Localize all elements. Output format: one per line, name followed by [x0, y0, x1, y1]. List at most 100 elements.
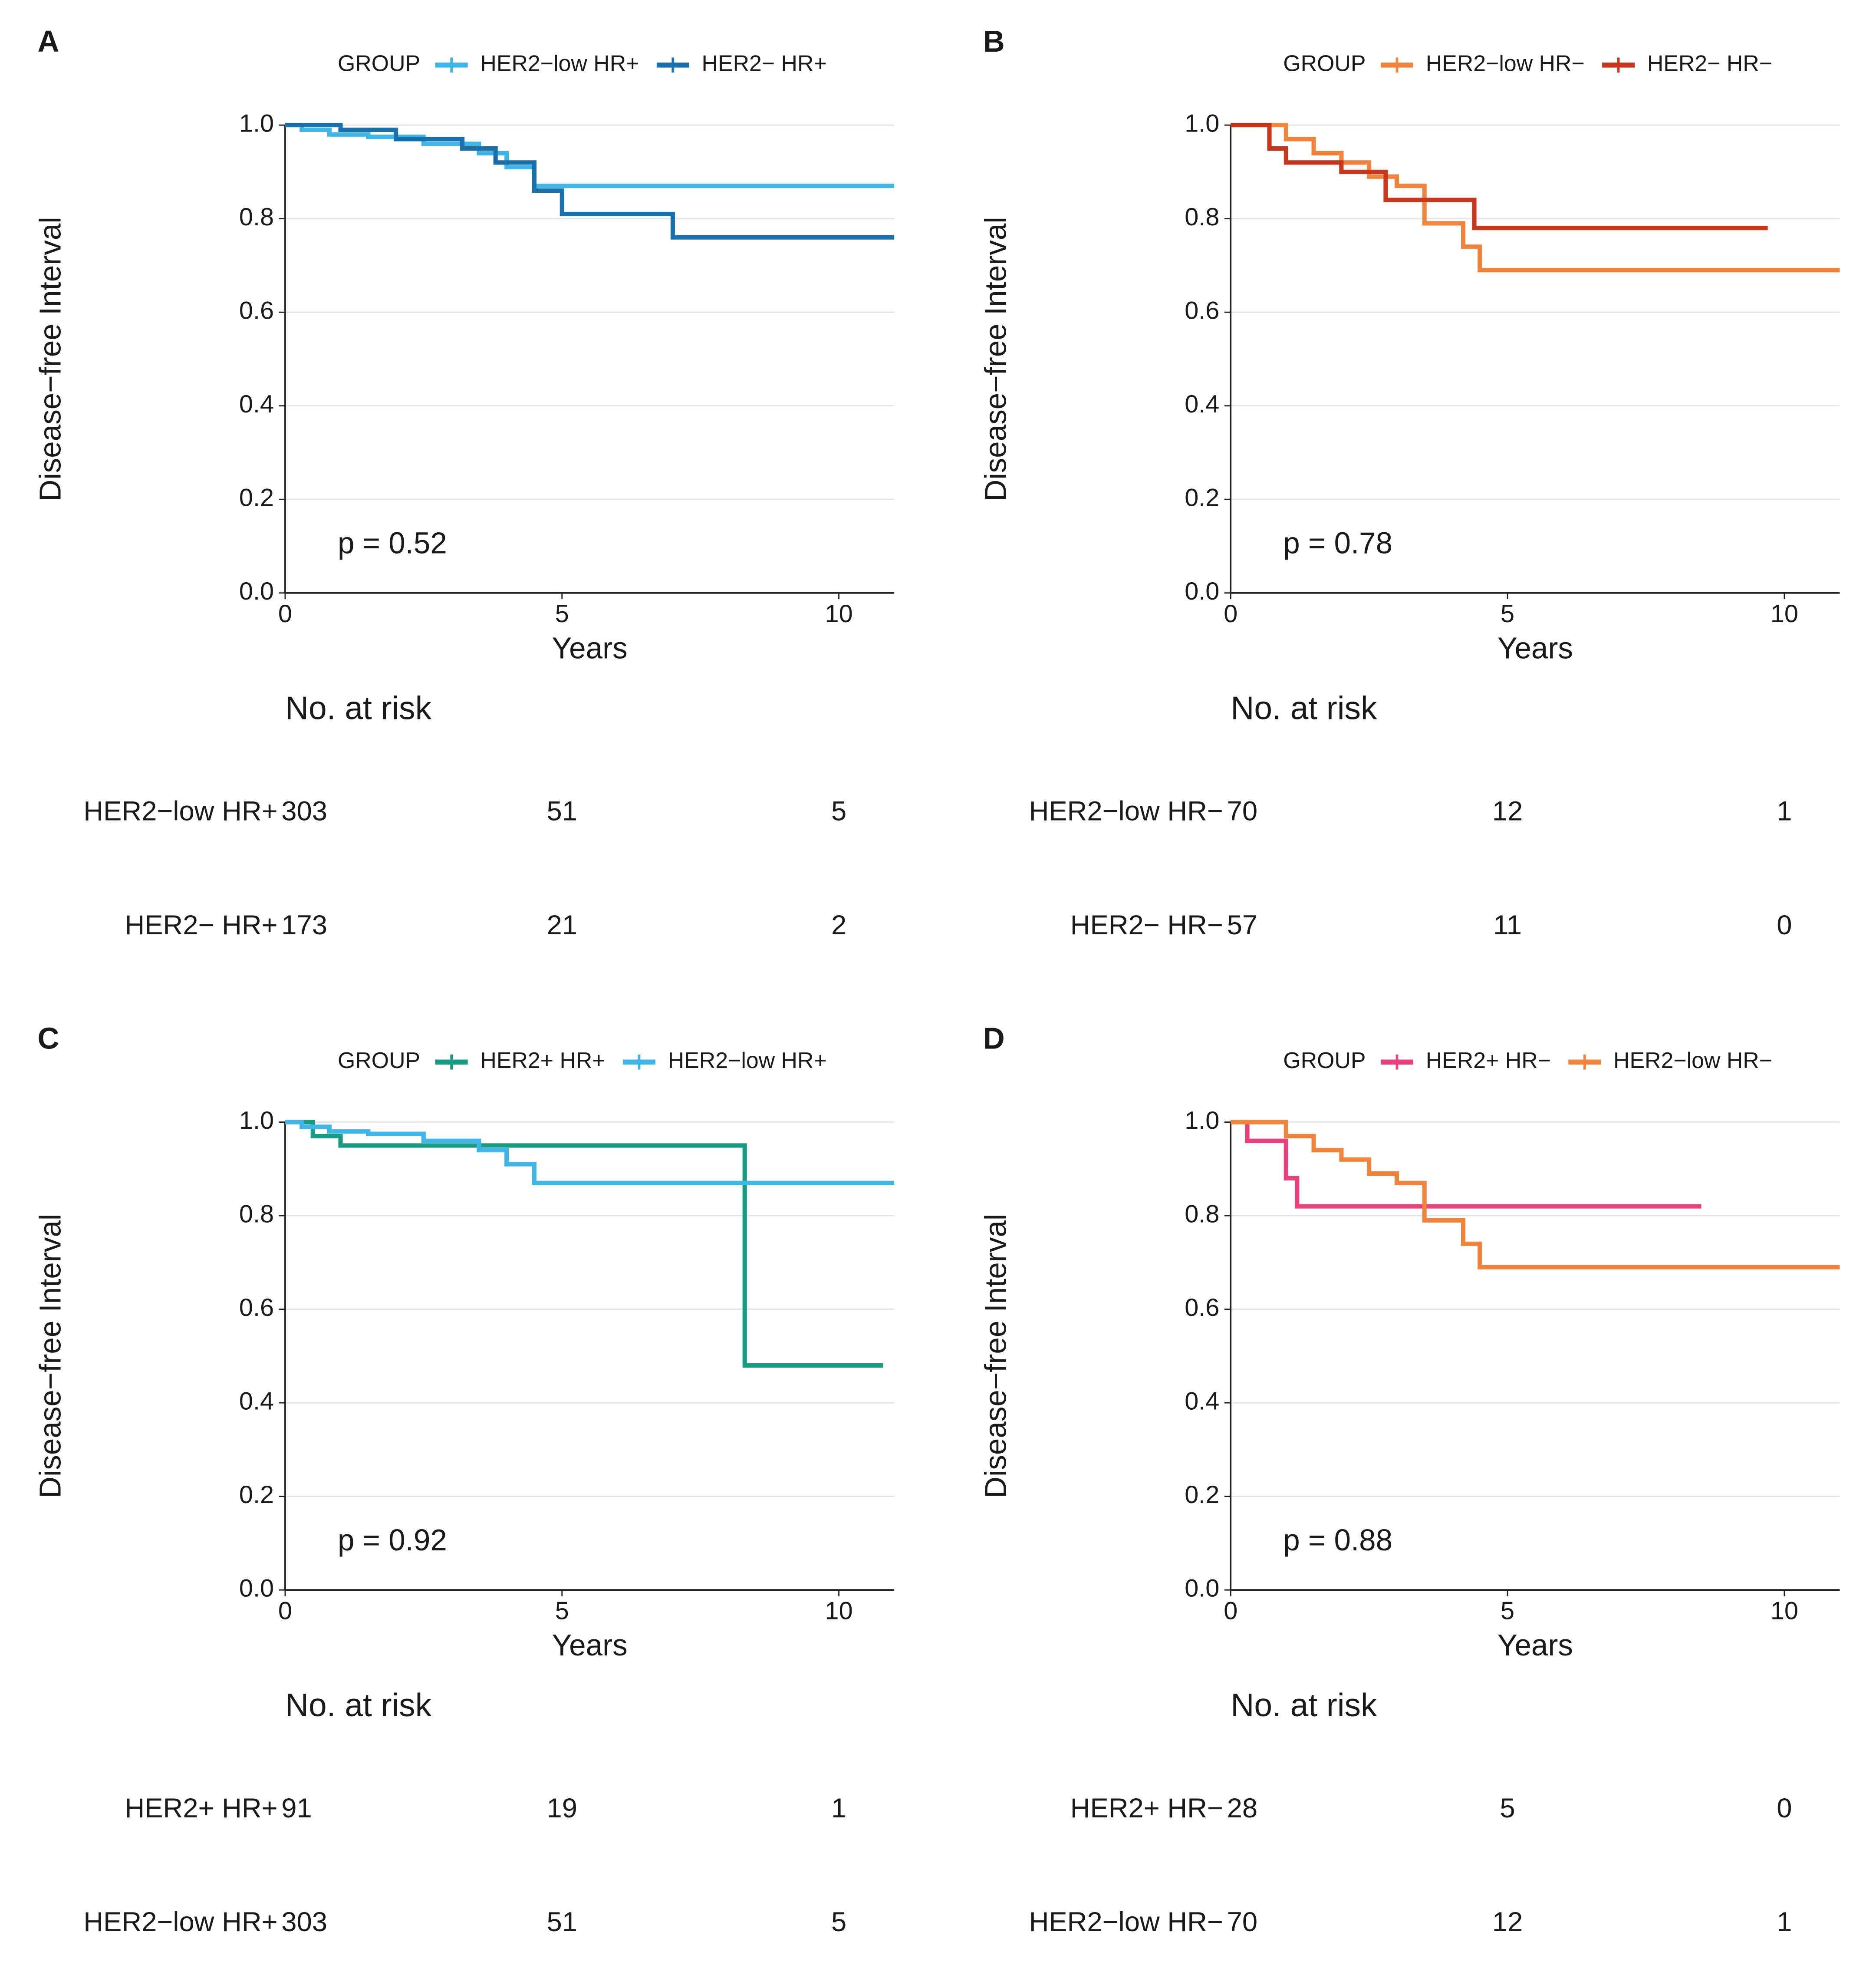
y-tick-label: 0.8: [1185, 203, 1219, 231]
y-tick-label: 0.0: [239, 1574, 274, 1602]
survival-curve: [1231, 123, 1840, 273]
annotation: p = 0.78: [1283, 526, 1392, 560]
risk-count: 2: [831, 910, 846, 940]
legend-title: GROUP: [1283, 51, 1366, 76]
survival-curve: [285, 123, 895, 188]
x-tick-label: 0: [1224, 600, 1238, 628]
risk-table-title: No. at risk: [285, 1687, 432, 1723]
annotation: p = 0.88: [1283, 1523, 1392, 1557]
legend-label: HER2− HR−: [1647, 51, 1772, 76]
legend-label: HER2+ HR+: [480, 1048, 605, 1073]
y-axis-title: Disease−free Interval: [33, 1214, 67, 1498]
y-tick-label: 0.8: [239, 1200, 274, 1228]
risk-row-label: HER2−low HR+: [83, 1907, 277, 1937]
y-tick-label: 0.6: [1185, 1294, 1219, 1322]
risk-count: 57: [1227, 910, 1258, 940]
risk-count: 91: [281, 1793, 312, 1823]
legend-label: HER2−low HR+: [480, 51, 639, 76]
risk-count: 19: [547, 1793, 578, 1823]
x-axis-title: Years: [552, 1628, 627, 1662]
risk-count: 51: [547, 796, 578, 827]
x-axis-title: Years: [1498, 1628, 1573, 1662]
y-axis-title: Disease−free Interval: [979, 1214, 1013, 1498]
y-tick-label: 1.0: [1185, 109, 1219, 137]
legend-title: GROUP: [338, 1048, 420, 1073]
x-tick-label: 10: [825, 1597, 853, 1625]
y-tick-label: 0.2: [239, 1481, 274, 1509]
risk-table-title: No. at risk: [285, 689, 432, 726]
risk-row-label: HER2− HR−: [1070, 910, 1223, 940]
x-tick-label: 5: [1501, 600, 1514, 628]
risk-count: 0: [1777, 910, 1792, 940]
legend-label: HER2−low HR+: [668, 1048, 827, 1073]
y-tick-label: 0.4: [239, 1387, 274, 1415]
x-tick-label: 5: [555, 1597, 569, 1625]
legend-label: HER2−low HR−: [1426, 51, 1585, 76]
y-tick-label: 0.0: [1185, 577, 1219, 605]
legend-title: GROUP: [338, 51, 420, 76]
risk-count: 1: [1777, 796, 1792, 827]
annotation: p = 0.92: [338, 1523, 447, 1557]
survival-curve: [285, 123, 895, 240]
y-tick-label: 0.2: [1185, 1481, 1219, 1509]
y-tick-label: 1.0: [239, 1107, 274, 1134]
risk-count: 303: [281, 1907, 327, 1937]
risk-count: 70: [1227, 1907, 1258, 1937]
legend-label: HER2− HR+: [702, 51, 827, 76]
risk-count: 5: [1500, 1793, 1515, 1823]
risk-count: 1: [1777, 1907, 1792, 1937]
survival-curve: [1231, 1120, 1840, 1269]
risk-count: 5: [831, 1907, 846, 1937]
survival-curve: [285, 1120, 895, 1185]
panel-label: C: [37, 1022, 59, 1055]
risk-count: 5: [831, 796, 846, 827]
legend-title: GROUP: [1283, 1048, 1366, 1073]
risk-count: 12: [1492, 1907, 1523, 1937]
y-axis-title: Disease−free Interval: [979, 217, 1013, 501]
panel: A GROUP HER2−low HR+ HER2− HR+ 0.0 0.2 0.4 0.6 0…: [33, 24, 895, 940]
panel: C GROUP HER2+ HR+ HER2−low HR+ 0.0 0.2 0.4 0.6 0…: [33, 1022, 895, 1937]
x-tick-label: 0: [278, 1597, 292, 1625]
x-tick-label: 10: [1771, 600, 1798, 628]
risk-row-label: HER2−low HR−: [1029, 1907, 1223, 1937]
risk-row-label: HER2+ HR−: [1070, 1793, 1223, 1823]
panel-label: D: [983, 1022, 1005, 1055]
panel-label: A: [37, 24, 59, 58]
risk-count: 28: [1227, 1793, 1258, 1823]
risk-row-label: HER2−low HR−: [1029, 796, 1223, 827]
y-tick-label: 0.0: [1185, 1574, 1219, 1602]
x-tick-label: 0: [278, 600, 292, 628]
panel: B GROUP HER2−low HR− HER2− HR− 0.0 0.2 0.4 0.6 0…: [979, 24, 1840, 940]
risk-row-label: HER2− HR+: [125, 910, 277, 940]
x-tick-label: 10: [825, 600, 853, 628]
y-tick-label: 0.6: [1185, 297, 1219, 324]
risk-row-label: HER2−low HR+: [83, 796, 277, 827]
risk-count: 70: [1227, 796, 1258, 827]
risk-count: 51: [547, 1907, 578, 1937]
y-tick-label: 0.8: [239, 203, 274, 231]
x-tick-label: 0: [1224, 1597, 1238, 1625]
y-tick-label: 0.4: [239, 390, 274, 418]
risk-count: 12: [1492, 796, 1523, 827]
x-axis-title: Years: [552, 631, 627, 665]
survival-curve: [285, 1120, 883, 1368]
y-tick-label: 0.6: [239, 1294, 274, 1322]
annotation: p = 0.52: [338, 526, 447, 560]
legend-label: HER2−low HR−: [1613, 1048, 1772, 1073]
x-tick-label: 5: [1501, 1597, 1514, 1625]
y-tick-label: 0.8: [1185, 1200, 1219, 1228]
y-tick-label: 0.4: [1185, 390, 1219, 418]
risk-table-title: No. at risk: [1231, 689, 1377, 726]
y-tick-label: 0.0: [239, 577, 274, 605]
legend-label: HER2+ HR−: [1426, 1048, 1551, 1073]
x-axis-title: Years: [1498, 631, 1573, 665]
y-tick-label: 1.0: [239, 109, 274, 137]
risk-table-title: No. at risk: [1231, 1687, 1377, 1723]
risk-count: 0: [1777, 1793, 1792, 1823]
y-tick-label: 1.0: [1185, 1107, 1219, 1134]
x-tick-label: 5: [555, 600, 569, 628]
risk-count: 303: [281, 796, 327, 827]
survival-curve: [1231, 123, 1768, 231]
